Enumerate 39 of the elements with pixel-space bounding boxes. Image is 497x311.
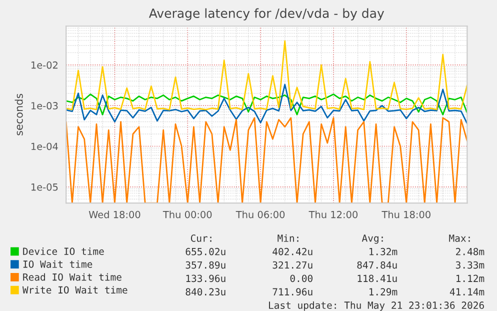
- x-tick-label: Thu 12:00: [308, 210, 358, 218]
- text: 0.00: [290, 274, 312, 282]
- y-axis-title: seconds: [14, 94, 23, 136]
- text: 847.84u: [357, 261, 397, 269]
- text: 321.27u: [272, 261, 312, 269]
- text: Cur:: [190, 234, 212, 242]
- legend-label: Write IO Wait time: [22, 286, 128, 294]
- text: 1.29m: [370, 288, 398, 296]
- text: 840.23u: [186, 288, 226, 296]
- text: 2.48m: [456, 248, 484, 256]
- y-tick-label: 1e-05: [31, 183, 58, 191]
- text: 133.96u: [186, 274, 226, 282]
- text: 655.02u: [186, 248, 226, 256]
- text: 357.89u: [186, 261, 226, 269]
- x-tick-label: Thu 00:00: [162, 210, 212, 218]
- text: 1.12m: [456, 274, 484, 282]
- legend-label: IO Wait time: [23, 260, 92, 268]
- text: Avg:: [362, 234, 383, 244]
- text: Min:: [278, 234, 298, 242]
- text: 402.42u: [272, 248, 312, 256]
- text: Max:: [449, 234, 470, 242]
- line-series: [66, 94, 468, 116]
- text: 1.32m: [370, 248, 398, 256]
- y-tick-label: 1e-04: [31, 142, 58, 150]
- line-series: [66, 84, 468, 124]
- x-tick-label: Thu 18:00: [382, 210, 430, 218]
- text: 3.33m: [456, 261, 484, 269]
- text: Last update: Thu May 21 23:01:36 2026: [269, 301, 484, 311]
- line-series: [66, 40, 468, 110]
- text: 711.96u: [272, 288, 312, 296]
- x-tick-label: Wed 18:00: [88, 210, 140, 218]
- text: 41.14m: [450, 288, 484, 296]
- text: 118.41u: [358, 274, 397, 282]
- legend-label: Read IO Wait time: [23, 273, 122, 281]
- y-tick-label: 1e-02: [31, 61, 58, 69]
- chart-title: Average latency for /dev/vda - by day: [148, 8, 384, 20]
- legend-label: Device IO time: [23, 247, 104, 256]
- y-tick-label: 1e-03: [31, 102, 58, 110]
- x-tick-label: Thu 06:00: [236, 210, 285, 218]
